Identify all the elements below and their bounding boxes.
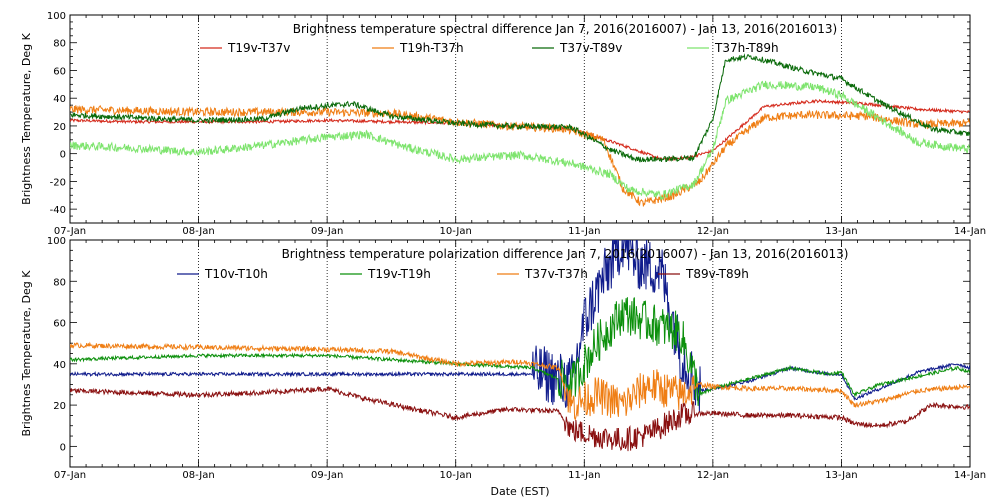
x-tick-label: 11-Jan [568,470,600,481]
legend-label: T19v-T37v [227,41,290,55]
series-line-T19v-T19h [70,297,970,406]
x-tick-label: 10-Jan [440,470,472,481]
x-tick-label: 07-Jan [54,226,86,237]
x-tick-label: 14-Jan [954,226,986,237]
legend-label: T37v-T89v [559,41,622,55]
y-tick-label: 100 [47,11,66,22]
y-tick-label: 60 [53,66,66,77]
series-group [70,53,970,207]
legend-label: T10v-T10h [204,267,268,281]
y-tick-label: 0 [60,442,66,453]
x-tick-label: 11-Jan [568,226,600,237]
x-axis-label: Date (EST) [490,485,549,498]
x-tick-label: 07-Jan [54,470,86,481]
y-tick-label: 0 [60,150,66,161]
x-tick-label: 10-Jan [440,226,472,237]
series-line-T37v-T37h [70,341,970,422]
x-tick-label: 13-Jan [825,226,857,237]
legend-label: T37v-T37h [524,267,588,281]
y-tick-label: 40 [53,360,66,371]
series-group [70,240,970,452]
legend-label: T19h-T37h [399,41,464,55]
chart-panel-2: 0 20 40 60 80 100 07-Jan 08-Jan 09-Jan 10-Jan 11-J… [20,236,986,498]
y-axis-label: Brightnes Temperature, Deg K [20,270,33,437]
chart-title: Brightness temperature spectral differen… [293,22,837,36]
chart-panel-1: -40 -20 0 20 40 60 80 100 07-Jan 08-Jan 09-Jan 10-J… [20,11,986,237]
y-tick-label: 100 [47,236,66,247]
y-tick-label: 80 [53,39,66,50]
y-tick-label: 80 [53,277,66,288]
y-tick-label: 60 [53,319,66,330]
x-tick-label: 09-Jan [311,226,343,237]
x-tick-label: 12-Jan [697,226,729,237]
y-tick-label: -40 [50,205,66,216]
series-line-T19v-T37v [70,98,970,162]
series-line-T37h-T89h [70,80,970,201]
x-tick-label: 12-Jan [697,470,729,481]
series-line-T89v-T89h [70,385,970,452]
y-tick-label: 20 [53,401,66,412]
legend-label: T37h-T89h [714,41,779,55]
x-tick-label: 08-Jan [182,226,214,237]
series-line-T19h-T37h [70,104,970,207]
y-tick-label: 20 [53,122,66,133]
series-line-T10v-T10h [70,240,970,412]
x-tick-label: 08-Jan [182,470,214,481]
legend-label: T89v-T89h [685,267,749,281]
x-tick-label: 14-Jan [954,470,986,481]
x-tick-label: 09-Jan [311,470,343,481]
legend-label: T19v-T19h [367,267,431,281]
y-tick-label: 40 [53,94,66,105]
chart-title: Brightness temperature polarization diff… [282,247,849,261]
x-tick-label: 13-Jan [825,470,857,481]
y-tick-label: -20 [50,177,66,188]
series-line-T37v-T89v [70,53,970,163]
y-axis-label: Brightness Temperature, Deg K [20,32,33,204]
